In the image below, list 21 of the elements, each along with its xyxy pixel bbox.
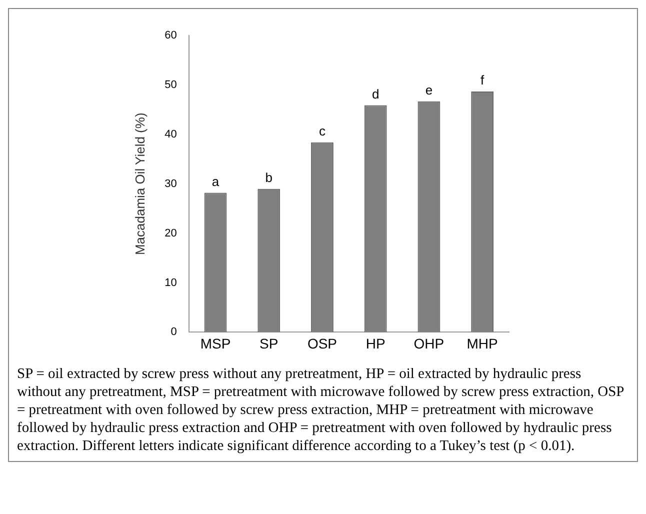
x-tick-label: OSP — [307, 335, 338, 352]
y-tick-label: 30 — [164, 178, 177, 190]
annotation: d — [372, 86, 380, 102]
annotation: c — [318, 123, 326, 138]
y-tick-label: 50 — [164, 79, 177, 92]
x-tick-label: HP — [366, 335, 386, 352]
annotation: f — [480, 72, 485, 88]
y-tick-label: 60 — [164, 30, 177, 42]
y-tick-label: 40 — [164, 128, 177, 140]
y-tick-label: 20 — [164, 227, 177, 240]
x-tick-label: OHP — [414, 335, 444, 352]
x-tick-label: SP — [260, 335, 278, 352]
y-tick-label: 0 — [170, 326, 177, 338]
annotation: e — [425, 82, 433, 98]
y-axis-title: Macadamia Oil Yield (%) — [132, 112, 148, 256]
y-tick-label: 10 — [164, 276, 177, 289]
x-tick-label: MSP — [200, 335, 231, 352]
text: SP = oil extracted by screw press without any pretreatment, HP = oil extracted by hydraulic press without any pretreatment, MSP = pretreatment with microwave followed by screw press extraction, OSP = pretreatment with oven followed by screw press extraction, MHP = pretreatment with microwave followed by hydraulic press extraction and OHP = pretreatment with oven followed by hydraulic press extraction. Different letters indicate significant difference according to a Tukey’s test (p < 0.01). — [16, 365, 625, 455]
x-tick-label: MHP — [466, 335, 498, 352]
annotation: a — [212, 174, 220, 189]
annotation: b — [265, 170, 272, 185]
